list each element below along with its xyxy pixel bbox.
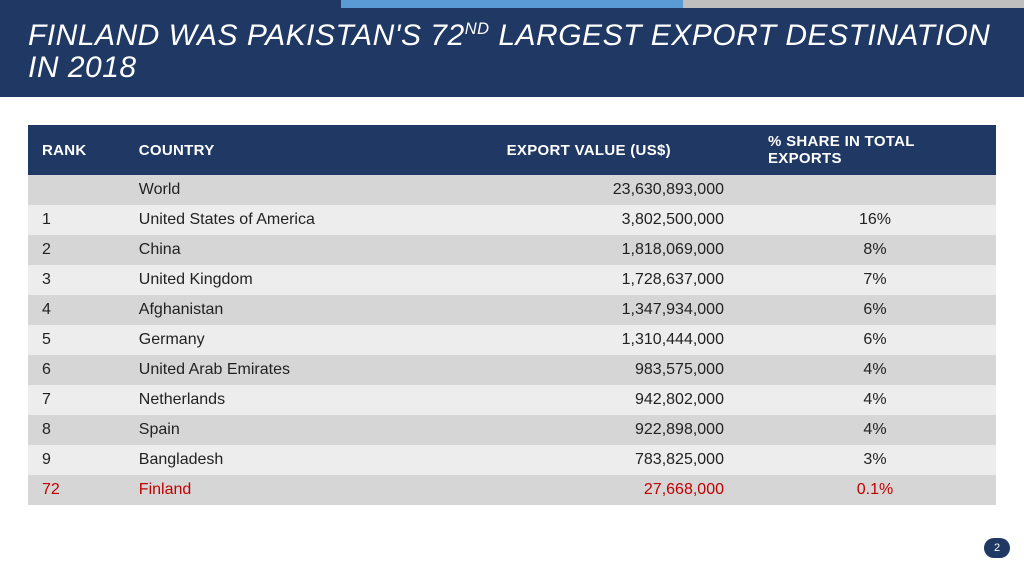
table-row: 6United Arab Emirates983,575,0004% <box>28 355 996 385</box>
cell-rank: 5 <box>28 325 125 355</box>
cell-share: 0.1% <box>754 475 996 505</box>
cell-value: 922,898,000 <box>493 415 754 445</box>
cell-country: Finland <box>125 475 493 505</box>
cell-country: China <box>125 235 493 265</box>
table-row: 1United States of America3,802,500,00016… <box>28 205 996 235</box>
cell-rank: 4 <box>28 295 125 325</box>
table-row: 2China1,818,069,0008% <box>28 235 996 265</box>
cell-country: Spain <box>125 415 493 445</box>
table-row: 9Bangladesh783,825,0003% <box>28 445 996 475</box>
cell-value: 1,818,069,000 <box>493 235 754 265</box>
cell-country: Germany <box>125 325 493 355</box>
page-number-badge: 2 <box>984 538 1010 558</box>
table-row: 3United Kingdom1,728,637,0007% <box>28 265 996 295</box>
table-row: 72Finland27,668,0000.1% <box>28 475 996 505</box>
title-superscript: ND <box>465 20 490 38</box>
cell-value: 3,802,500,000 <box>493 205 754 235</box>
cell-value: 983,575,000 <box>493 355 754 385</box>
stripe-segment-2 <box>341 0 682 8</box>
cell-country: Netherlands <box>125 385 493 415</box>
cell-rank: 72 <box>28 475 125 505</box>
cell-share: 4% <box>754 415 996 445</box>
cell-share: 8% <box>754 235 996 265</box>
exports-table: RANK COUNTRY EXPORT VALUE (US$) % SHARE … <box>28 125 996 505</box>
table-row: 7Netherlands942,802,0004% <box>28 385 996 415</box>
cell-value: 1,728,637,000 <box>493 265 754 295</box>
table-row: 4Afghanistan1,347,934,0006% <box>28 295 996 325</box>
cell-rank: 1 <box>28 205 125 235</box>
cell-rank: 9 <box>28 445 125 475</box>
col-header-rank: RANK <box>28 125 125 175</box>
cell-rank <box>28 175 125 205</box>
col-header-country: COUNTRY <box>125 125 493 175</box>
cell-value: 783,825,000 <box>493 445 754 475</box>
cell-share: 4% <box>754 355 996 385</box>
cell-value: 23,630,893,000 <box>493 175 754 205</box>
cell-value: 27,668,000 <box>493 475 754 505</box>
table-body: World23,630,893,0001United States of Ame… <box>28 175 996 505</box>
cell-rank: 8 <box>28 415 125 445</box>
table-row: World23,630,893,000 <box>28 175 996 205</box>
cell-rank: 7 <box>28 385 125 415</box>
cell-country: United Arab Emirates <box>125 355 493 385</box>
cell-share: 3% <box>754 445 996 475</box>
page-number: 2 <box>994 542 1000 554</box>
top-stripe <box>0 0 1024 8</box>
table-row: 5Germany1,310,444,0006% <box>28 325 996 355</box>
stripe-segment-3 <box>683 0 1024 8</box>
cell-share: 7% <box>754 265 996 295</box>
cell-country: Afghanistan <box>125 295 493 325</box>
table-row: 8Spain922,898,0004% <box>28 415 996 445</box>
cell-country: World <box>125 175 493 205</box>
slide-title: FINLAND WAS PAKISTAN'S 72ND LARGEST EXPO… <box>0 8 1024 97</box>
cell-rank: 6 <box>28 355 125 385</box>
cell-value: 1,347,934,000 <box>493 295 754 325</box>
col-header-value: EXPORT VALUE (US$) <box>493 125 754 175</box>
cell-value: 1,310,444,000 <box>493 325 754 355</box>
cell-share: 6% <box>754 325 996 355</box>
cell-value: 942,802,000 <box>493 385 754 415</box>
cell-share: 6% <box>754 295 996 325</box>
cell-country: Bangladesh <box>125 445 493 475</box>
cell-rank: 3 <box>28 265 125 295</box>
stripe-segment-1 <box>0 0 341 8</box>
slide: FINLAND WAS PAKISTAN'S 72ND LARGEST EXPO… <box>0 0 1024 576</box>
title-pre: FINLAND WAS PAKISTAN'S 72 <box>28 19 465 52</box>
table-header-row: RANK COUNTRY EXPORT VALUE (US$) % SHARE … <box>28 125 996 175</box>
col-header-share: % SHARE IN TOTAL EXPORTS <box>754 125 996 175</box>
cell-rank: 2 <box>28 235 125 265</box>
cell-country: United States of America <box>125 205 493 235</box>
cell-share <box>754 175 996 205</box>
cell-share: 16% <box>754 205 996 235</box>
cell-share: 4% <box>754 385 996 415</box>
content-area: RANK COUNTRY EXPORT VALUE (US$) % SHARE … <box>0 97 1024 505</box>
cell-country: United Kingdom <box>125 265 493 295</box>
